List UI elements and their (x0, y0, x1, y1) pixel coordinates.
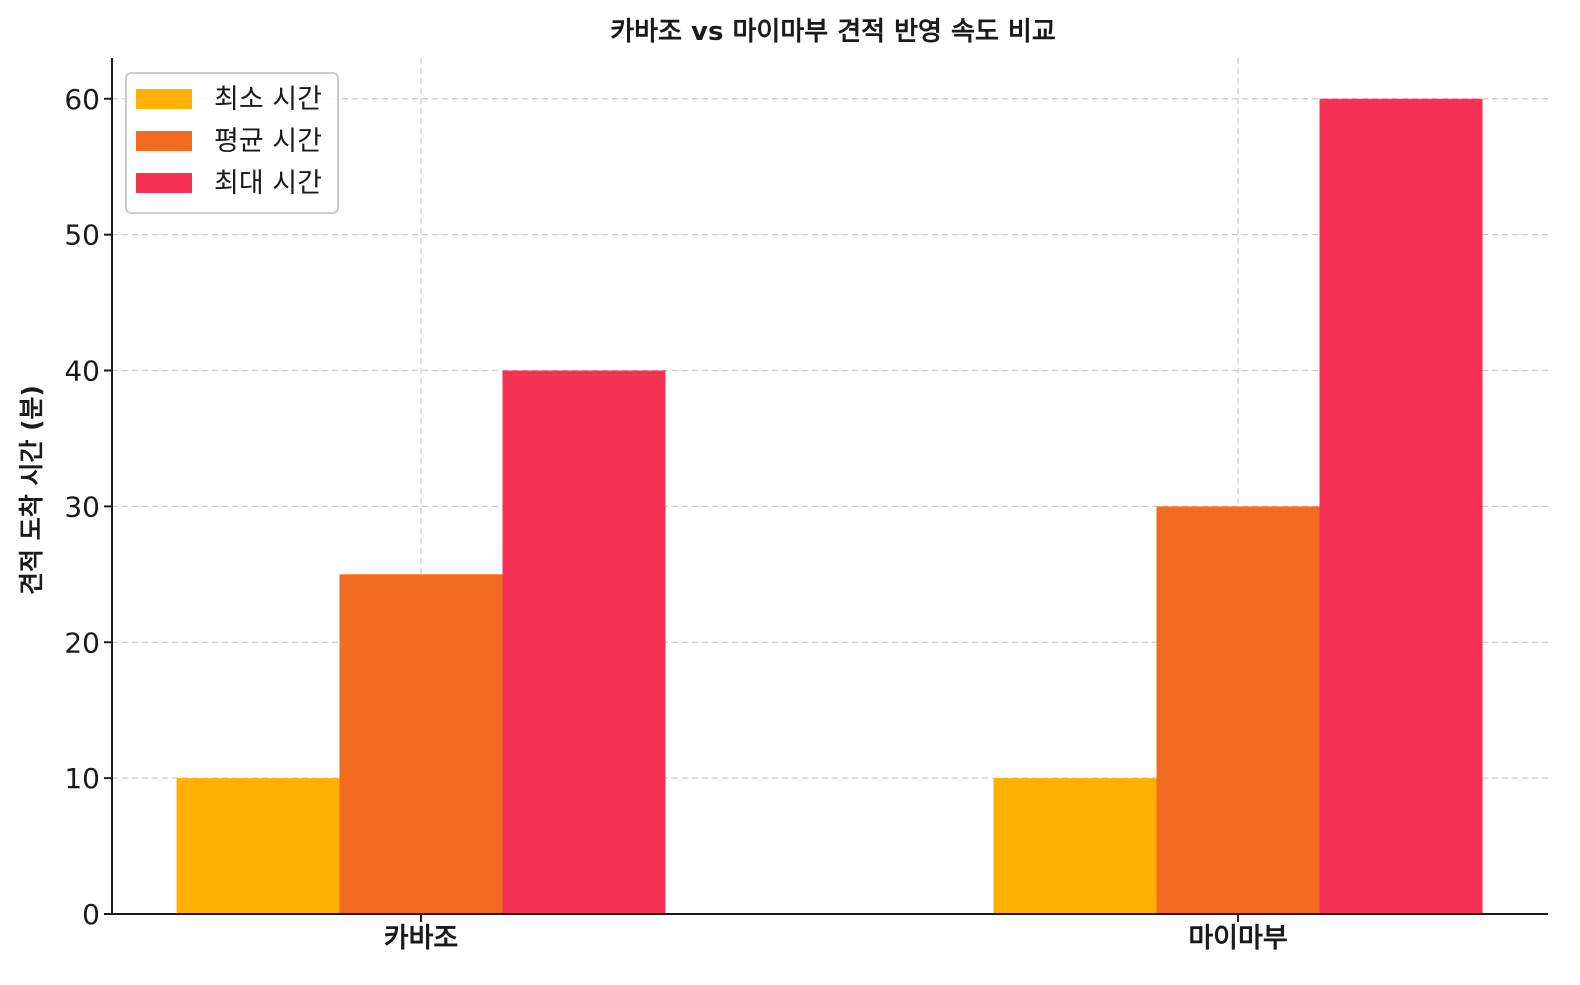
bar-0-0 (176, 778, 340, 914)
y-tick-label: 30 (64, 490, 100, 523)
bar-1-0 (993, 778, 1157, 914)
legend-label: 평균 시간 (214, 126, 322, 157)
bar-0-1 (339, 574, 503, 914)
y-tick-label: 60 (64, 83, 100, 116)
y-tick-label: 40 (64, 355, 100, 388)
legend-swatch (136, 131, 192, 151)
y-axis-label: 견적 도착 시간 (분) (17, 385, 46, 595)
bar-1-2 (1319, 98, 1483, 914)
y-tick-label: 10 (64, 762, 100, 795)
x-tick-label: 마이마부 (1188, 923, 1287, 954)
legend-swatch (136, 173, 192, 193)
x-tick-label: 카바조 (384, 923, 459, 954)
legend-label: 최소 시간 (214, 84, 322, 115)
bar-0-2 (502, 370, 666, 914)
chart-title: 카바조 vs 마이마부 견적 반영 속도 비교 (610, 17, 1056, 47)
y-tick-label: 20 (64, 626, 100, 659)
legend-label: 최대 시간 (214, 168, 322, 199)
legend-swatch (136, 89, 192, 109)
bar-1-1 (1156, 506, 1320, 914)
y-tick-label: 50 (64, 219, 100, 252)
y-tick-label: 0 (82, 898, 100, 931)
